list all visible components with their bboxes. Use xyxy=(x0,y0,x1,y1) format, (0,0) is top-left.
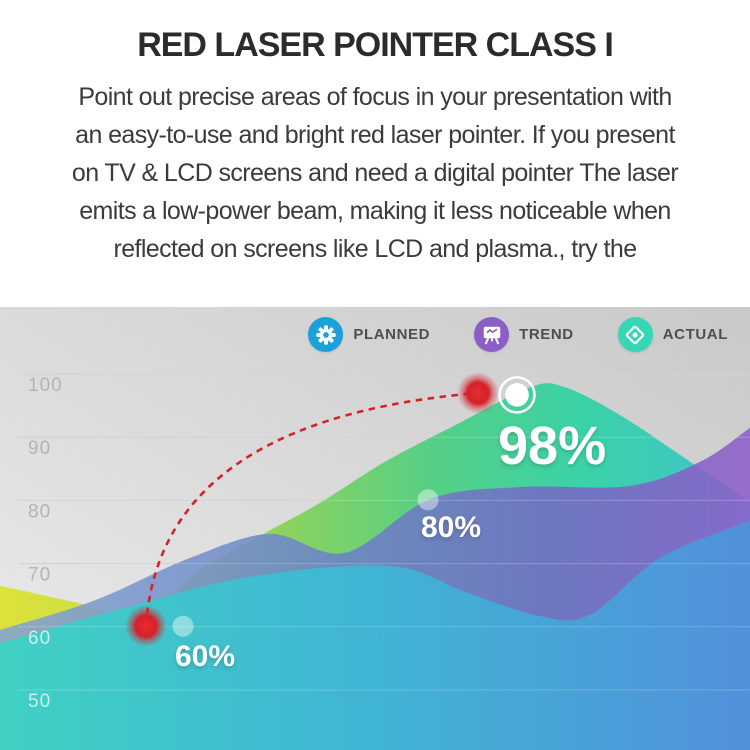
description-line: an easy-to-use and bright red laser poin… xyxy=(75,120,675,149)
y-tick-100: 100 xyxy=(28,375,63,396)
legend-label: ACTUAL xyxy=(662,326,728,343)
description-line: reflected on screens like LCD and plasma… xyxy=(113,234,637,263)
description: Point out precise areas of focus in your… xyxy=(0,78,750,268)
target-icon xyxy=(617,317,653,352)
presentation-icon xyxy=(474,317,510,352)
chart-legend: PLANNED TREND ACTUAL xyxy=(308,317,728,352)
description-line: emits a low-power beam, making it less n… xyxy=(79,196,671,225)
description-line: Point out precise areas of focus in your… xyxy=(78,82,672,111)
legend-label: TREND xyxy=(519,326,574,343)
header-section: RED LASER POINTER CLASS I Point out prec… xyxy=(0,0,750,307)
series-actual-area xyxy=(0,520,750,750)
y-tick-90: 90 xyxy=(28,438,51,459)
y-tick-80: 80 xyxy=(28,501,51,522)
page-title: RED LASER POINTER CLASS I xyxy=(137,26,614,64)
annotation-label-point-98: 98% xyxy=(498,416,606,476)
legend-label: PLANNED xyxy=(353,326,431,343)
annotation-label-point-60: 60% xyxy=(175,640,235,673)
area-chart: 60% 80% 98% 100 90 80 70 60 50 xyxy=(0,307,750,750)
annotation-label-point-80: 80% xyxy=(421,511,481,544)
legend-item-actual: ACTUAL xyxy=(617,317,728,352)
y-tick-60: 60 xyxy=(28,628,51,649)
marker-point-80 xyxy=(417,489,439,511)
marker-point-98 xyxy=(498,376,536,414)
y-tick-50: 50 xyxy=(28,691,51,712)
laser-dot-2 xyxy=(457,372,499,414)
laser-path xyxy=(144,391,479,627)
y-axis-labels: 100 90 80 70 60 50 xyxy=(28,375,63,712)
marker-point-60 xyxy=(172,615,194,637)
legend-item-planned: PLANNED xyxy=(308,317,430,352)
chart-section: PLANNED TREND ACTUAL 60% 80% 98% 100 90 80 70 6… xyxy=(0,307,750,750)
gear-icon xyxy=(308,317,344,352)
laser-dot-1 xyxy=(125,605,167,647)
y-tick-70: 70 xyxy=(28,565,51,586)
legend-item-trend: TREND xyxy=(474,317,574,352)
description-line: on TV & LCD screens and need a digital p… xyxy=(71,158,679,187)
